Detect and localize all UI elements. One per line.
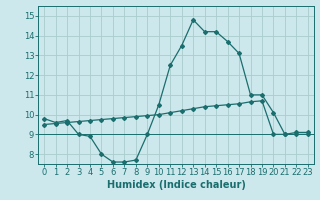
X-axis label: Humidex (Indice chaleur): Humidex (Indice chaleur): [107, 180, 245, 190]
